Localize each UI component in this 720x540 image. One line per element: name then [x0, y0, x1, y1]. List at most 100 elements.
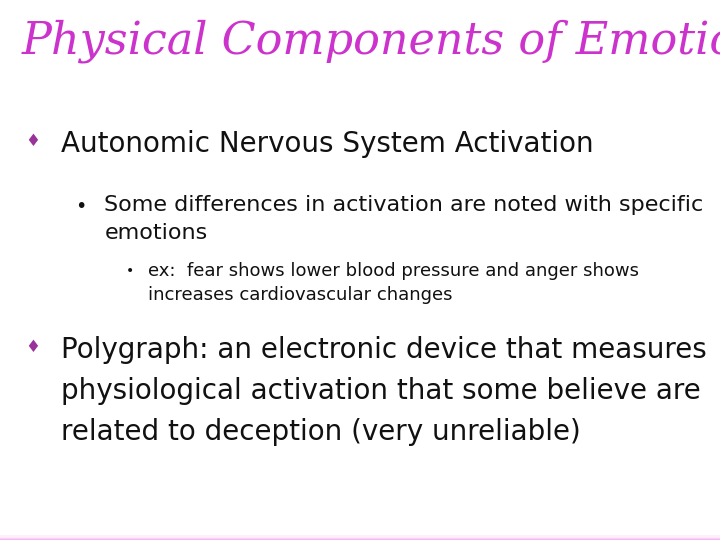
Bar [0, 537, 720, 539]
Bar [0, 536, 720, 538]
Bar [0, 535, 720, 537]
Bar [0, 537, 720, 539]
Bar [0, 535, 720, 538]
Text: ♦: ♦ [25, 132, 40, 150]
Bar [0, 537, 720, 539]
Bar [0, 536, 720, 539]
Bar [0, 537, 720, 540]
Bar [0, 536, 720, 538]
Bar [0, 536, 720, 539]
Bar [0, 535, 720, 538]
Bar [0, 535, 720, 537]
Bar [0, 536, 720, 538]
Bar [0, 535, 720, 537]
Bar [0, 536, 720, 538]
Bar [0, 536, 720, 539]
Text: •: • [126, 264, 134, 278]
Bar [0, 536, 720, 539]
Bar [0, 535, 720, 538]
Bar [0, 536, 720, 538]
Bar [0, 535, 720, 538]
Bar [0, 537, 720, 539]
Bar [0, 537, 720, 540]
Bar [0, 536, 720, 539]
Text: Polygraph: an electronic device that measures
physiological activation that some: Polygraph: an electronic device that mea… [61, 336, 707, 446]
Bar [0, 535, 720, 537]
Bar [0, 535, 720, 538]
Bar [0, 536, 720, 539]
Bar [0, 535, 720, 537]
Bar [0, 536, 720, 538]
Bar [0, 536, 720, 538]
Bar [0, 535, 720, 538]
Bar [0, 536, 720, 539]
Bar [0, 537, 720, 539]
Bar [0, 537, 720, 539]
Bar [0, 537, 720, 539]
Bar [0, 537, 720, 539]
Bar [0, 537, 720, 540]
Bar [0, 537, 720, 539]
Bar [0, 536, 720, 539]
Bar [0, 536, 720, 538]
Bar [0, 537, 720, 539]
Text: Some differences in activation are noted with specific
emotions: Some differences in activation are noted… [104, 195, 703, 244]
Text: •: • [76, 197, 87, 216]
Bar [0, 535, 720, 538]
Bar [0, 537, 720, 540]
Bar [0, 537, 720, 539]
Bar [0, 535, 720, 538]
Bar [0, 537, 720, 540]
Bar [0, 537, 720, 539]
Bar [0, 535, 720, 537]
Bar [0, 535, 720, 538]
Bar [0, 536, 720, 538]
Bar [0, 536, 720, 538]
Bar [0, 537, 720, 539]
Bar [0, 537, 720, 540]
Text: ex:  fear shows lower blood pressure and anger shows
increases cardiovascular ch: ex: fear shows lower blood pressure and … [148, 262, 639, 304]
Bar [0, 535, 720, 537]
Bar [0, 537, 720, 539]
Bar [0, 535, 720, 538]
Bar [0, 537, 720, 539]
Bar [0, 537, 720, 539]
Bar [0, 535, 720, 537]
Bar [0, 537, 720, 540]
Bar [0, 536, 720, 539]
Bar [0, 536, 720, 539]
Bar [0, 535, 720, 538]
Bar [0, 536, 720, 538]
Bar [0, 536, 720, 538]
Bar [0, 536, 720, 538]
Bar [0, 536, 720, 539]
Bar [0, 537, 720, 539]
Bar [0, 537, 720, 540]
Bar [0, 535, 720, 537]
Bar [0, 537, 720, 539]
Bar [0, 535, 720, 538]
Bar [0, 536, 720, 538]
Bar [0, 535, 720, 538]
Bar [0, 537, 720, 539]
Text: ♦: ♦ [25, 338, 40, 355]
Bar [0, 537, 720, 540]
Bar [0, 535, 720, 538]
Bar [0, 537, 720, 539]
Bar [0, 536, 720, 538]
Text: Physical Components of Emotions: Physical Components of Emotions [22, 19, 720, 63]
Bar [0, 535, 720, 538]
Bar [0, 537, 720, 540]
Bar [0, 536, 720, 539]
Bar [0, 535, 720, 538]
Bar [0, 536, 720, 539]
Bar [0, 537, 720, 539]
Bar [0, 535, 720, 537]
Bar [0, 536, 720, 538]
Bar [0, 536, 720, 539]
Bar [0, 536, 720, 538]
Bar [0, 536, 720, 539]
Bar [0, 535, 720, 538]
Bar [0, 535, 720, 537]
Bar [0, 535, 720, 538]
